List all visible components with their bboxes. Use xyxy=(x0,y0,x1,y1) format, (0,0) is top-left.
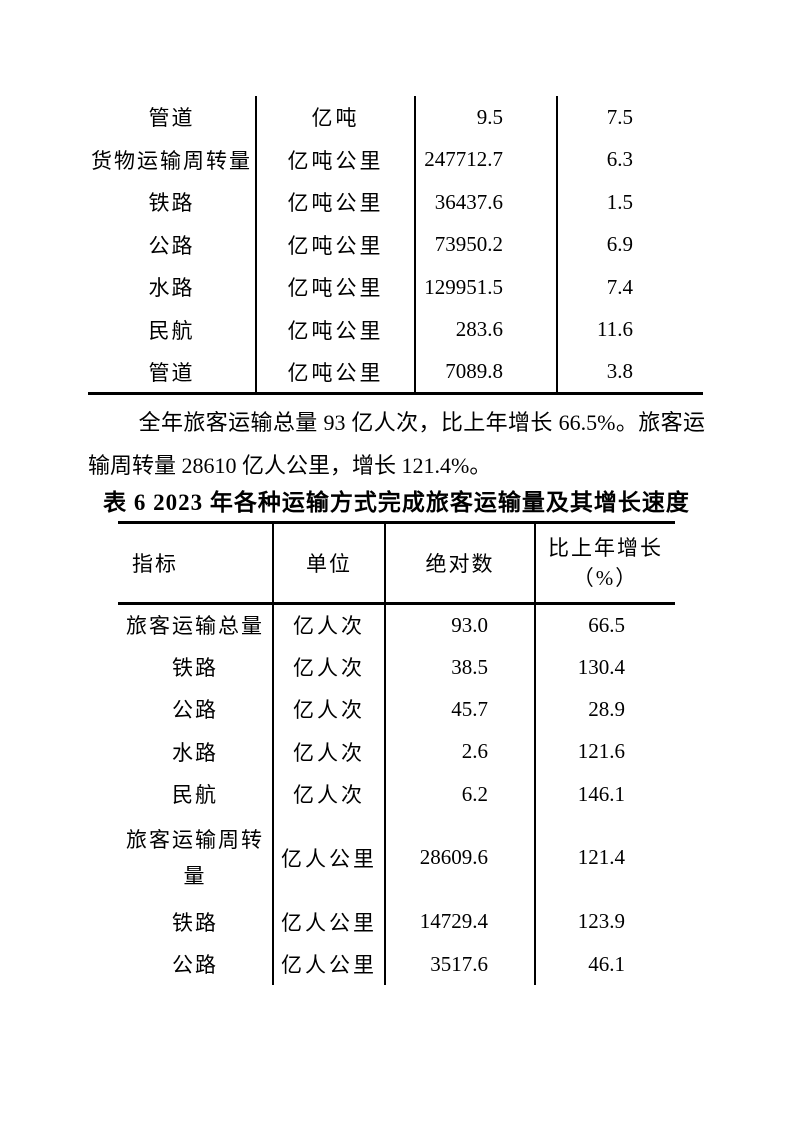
table-row: 公路 亿人公里 3517.6 46.1 xyxy=(118,942,675,986)
growth-cell: 121.4 xyxy=(577,845,625,870)
growth-cell: 3.8 xyxy=(606,359,633,383)
unit-cell: 亿人公里 xyxy=(273,942,386,986)
value-cell: 73950.2 xyxy=(415,223,558,266)
col-header-growth-line1: 比上年增长 xyxy=(548,536,663,560)
col-header-growth-line2: （%） xyxy=(572,566,639,590)
value-cell: 129951.5 xyxy=(415,266,558,309)
freight-table-continuation: 管道 亿吨 9.5 7.5 货物运输周转量 亿吨公里 247712.7 6.3 … xyxy=(88,96,703,395)
indicator-cell: 水路 xyxy=(88,266,257,309)
table-row: 管道 亿吨公里 7089.8 3.8 xyxy=(88,351,703,394)
table-row: 民航 亿人次 6.2 146.1 xyxy=(118,773,675,816)
unit-cell: 亿人次 xyxy=(273,730,386,774)
indicator-cell: 旅客运输周转量 xyxy=(118,815,274,901)
growth-cell: 28.9 xyxy=(588,696,625,721)
indicator-cell: 公路 xyxy=(88,223,257,266)
growth-cell: 6.3 xyxy=(606,147,633,172)
table-row: 水路 亿人次 2.6 121.6 xyxy=(118,730,675,774)
growth-cell: 6.9 xyxy=(606,232,633,257)
passenger-table: 指标 单位 绝对数 比上年增长 （%） 旅客运输总量 亿人次 93.0 66.5… xyxy=(118,521,675,986)
unit-cell: 亿吨公里 xyxy=(256,266,416,309)
unit-cell: 亿人公里 xyxy=(273,815,386,901)
table-row: 铁路 亿人次 38.5 130.4 xyxy=(118,645,675,689)
col-header-unit: 单位 xyxy=(273,522,386,605)
value-cell: 93.0 xyxy=(385,603,536,646)
indicator-cell: 民航 xyxy=(118,773,274,816)
indicator-cell: 民航 xyxy=(88,308,257,351)
unit-cell: 亿吨公里 xyxy=(256,138,416,181)
indicator-text: 旅客运输周转量 xyxy=(126,827,264,888)
indicator-cell: 铁路 xyxy=(118,900,274,943)
indicator-cell: 管道 xyxy=(88,351,257,394)
indicator-cell: 货物运输周转量 xyxy=(88,138,257,181)
indicator-cell: 铁路 xyxy=(118,645,274,689)
growth-cell: 7.4 xyxy=(606,274,633,299)
col-header-indicator: 指标 xyxy=(118,522,274,605)
indicator-cell: 水路 xyxy=(118,730,274,774)
value-cell: 247712.7 xyxy=(415,138,558,181)
col-header-absolute: 绝对数 xyxy=(385,522,536,605)
unit-cell: 亿吨 xyxy=(256,96,416,139)
table-row: 公路 亿人次 45.7 28.9 xyxy=(118,688,675,731)
growth-cell: 130.4 xyxy=(577,654,625,679)
unit-cell: 亿人次 xyxy=(273,688,386,731)
unit-cell: 亿吨公里 xyxy=(256,223,416,266)
table-row: 旅客运输周转量 亿人公里 28609.6 121.4 xyxy=(118,815,675,901)
table-row: 水路 亿吨公里 129951.5 7.4 xyxy=(88,266,703,309)
value-cell: 2.6 xyxy=(385,730,536,774)
col-header-growth: 比上年增长 （%） xyxy=(535,522,675,605)
passenger-summary-paragraph: 全年旅客运输总量 93 亿人次，比上年增长 66.5%。旅客运输周转量 2861… xyxy=(88,410,705,478)
growth-cell: 11.6 xyxy=(597,317,633,342)
growth-cell: 1.5 xyxy=(606,189,633,214)
value-cell: 9.5 xyxy=(415,96,558,139)
table-row: 民航 亿吨公里 283.6 11.6 xyxy=(88,308,703,351)
value-cell: 3517.6 xyxy=(385,942,536,986)
growth-cell: 66.5 xyxy=(588,612,625,637)
indicator-cell: 旅客运输总量 xyxy=(118,603,274,646)
unit-cell: 亿人次 xyxy=(273,603,386,646)
table-header-row: 指标 单位 绝对数 比上年增长 （%） xyxy=(118,522,675,605)
growth-cell: 121.6 xyxy=(577,739,625,764)
growth-cell: 123.9 xyxy=(577,909,625,934)
unit-cell: 亿吨公里 xyxy=(256,181,416,224)
table-row: 铁路 亿人公里 14729.4 123.9 xyxy=(118,900,675,943)
growth-cell: 146.1 xyxy=(577,781,625,806)
unit-cell: 亿人次 xyxy=(273,645,386,689)
unit-cell: 亿吨公里 xyxy=(256,308,416,351)
table6-title: 表 6 2023 年各种运输方式完成旅客运输量及其增长速度 xyxy=(103,490,690,515)
unit-cell: 亿人次 xyxy=(273,773,386,816)
growth-cell: 46.1 xyxy=(588,951,625,976)
value-cell: 6.2 xyxy=(385,773,536,816)
growth-cell: 7.5 xyxy=(606,104,633,129)
value-cell: 14729.4 xyxy=(385,900,536,943)
unit-cell: 亿吨公里 xyxy=(256,351,416,394)
indicator-cell: 公路 xyxy=(118,688,274,731)
table-row: 管道 亿吨 9.5 7.5 xyxy=(88,96,703,139)
value-cell: 7089.8 xyxy=(415,351,558,394)
value-cell: 28609.6 xyxy=(385,815,536,901)
value-cell: 283.6 xyxy=(415,308,558,351)
table-row: 公路 亿吨公里 73950.2 6.9 xyxy=(88,223,703,266)
value-cell: 38.5 xyxy=(385,645,536,689)
indicator-cell: 管道 xyxy=(88,96,257,139)
value-cell: 45.7 xyxy=(385,688,536,731)
unit-cell: 亿人公里 xyxy=(273,900,386,943)
indicator-cell: 铁路 xyxy=(88,181,257,224)
table-row: 旅客运输总量 亿人次 93.0 66.5 xyxy=(118,603,675,646)
table-row: 铁路 亿吨公里 36437.6 1.5 xyxy=(88,181,703,224)
value-cell: 36437.6 xyxy=(415,181,558,224)
table-row: 货物运输周转量 亿吨公里 247712.7 6.3 xyxy=(88,138,703,181)
indicator-cell: 公路 xyxy=(118,942,274,986)
